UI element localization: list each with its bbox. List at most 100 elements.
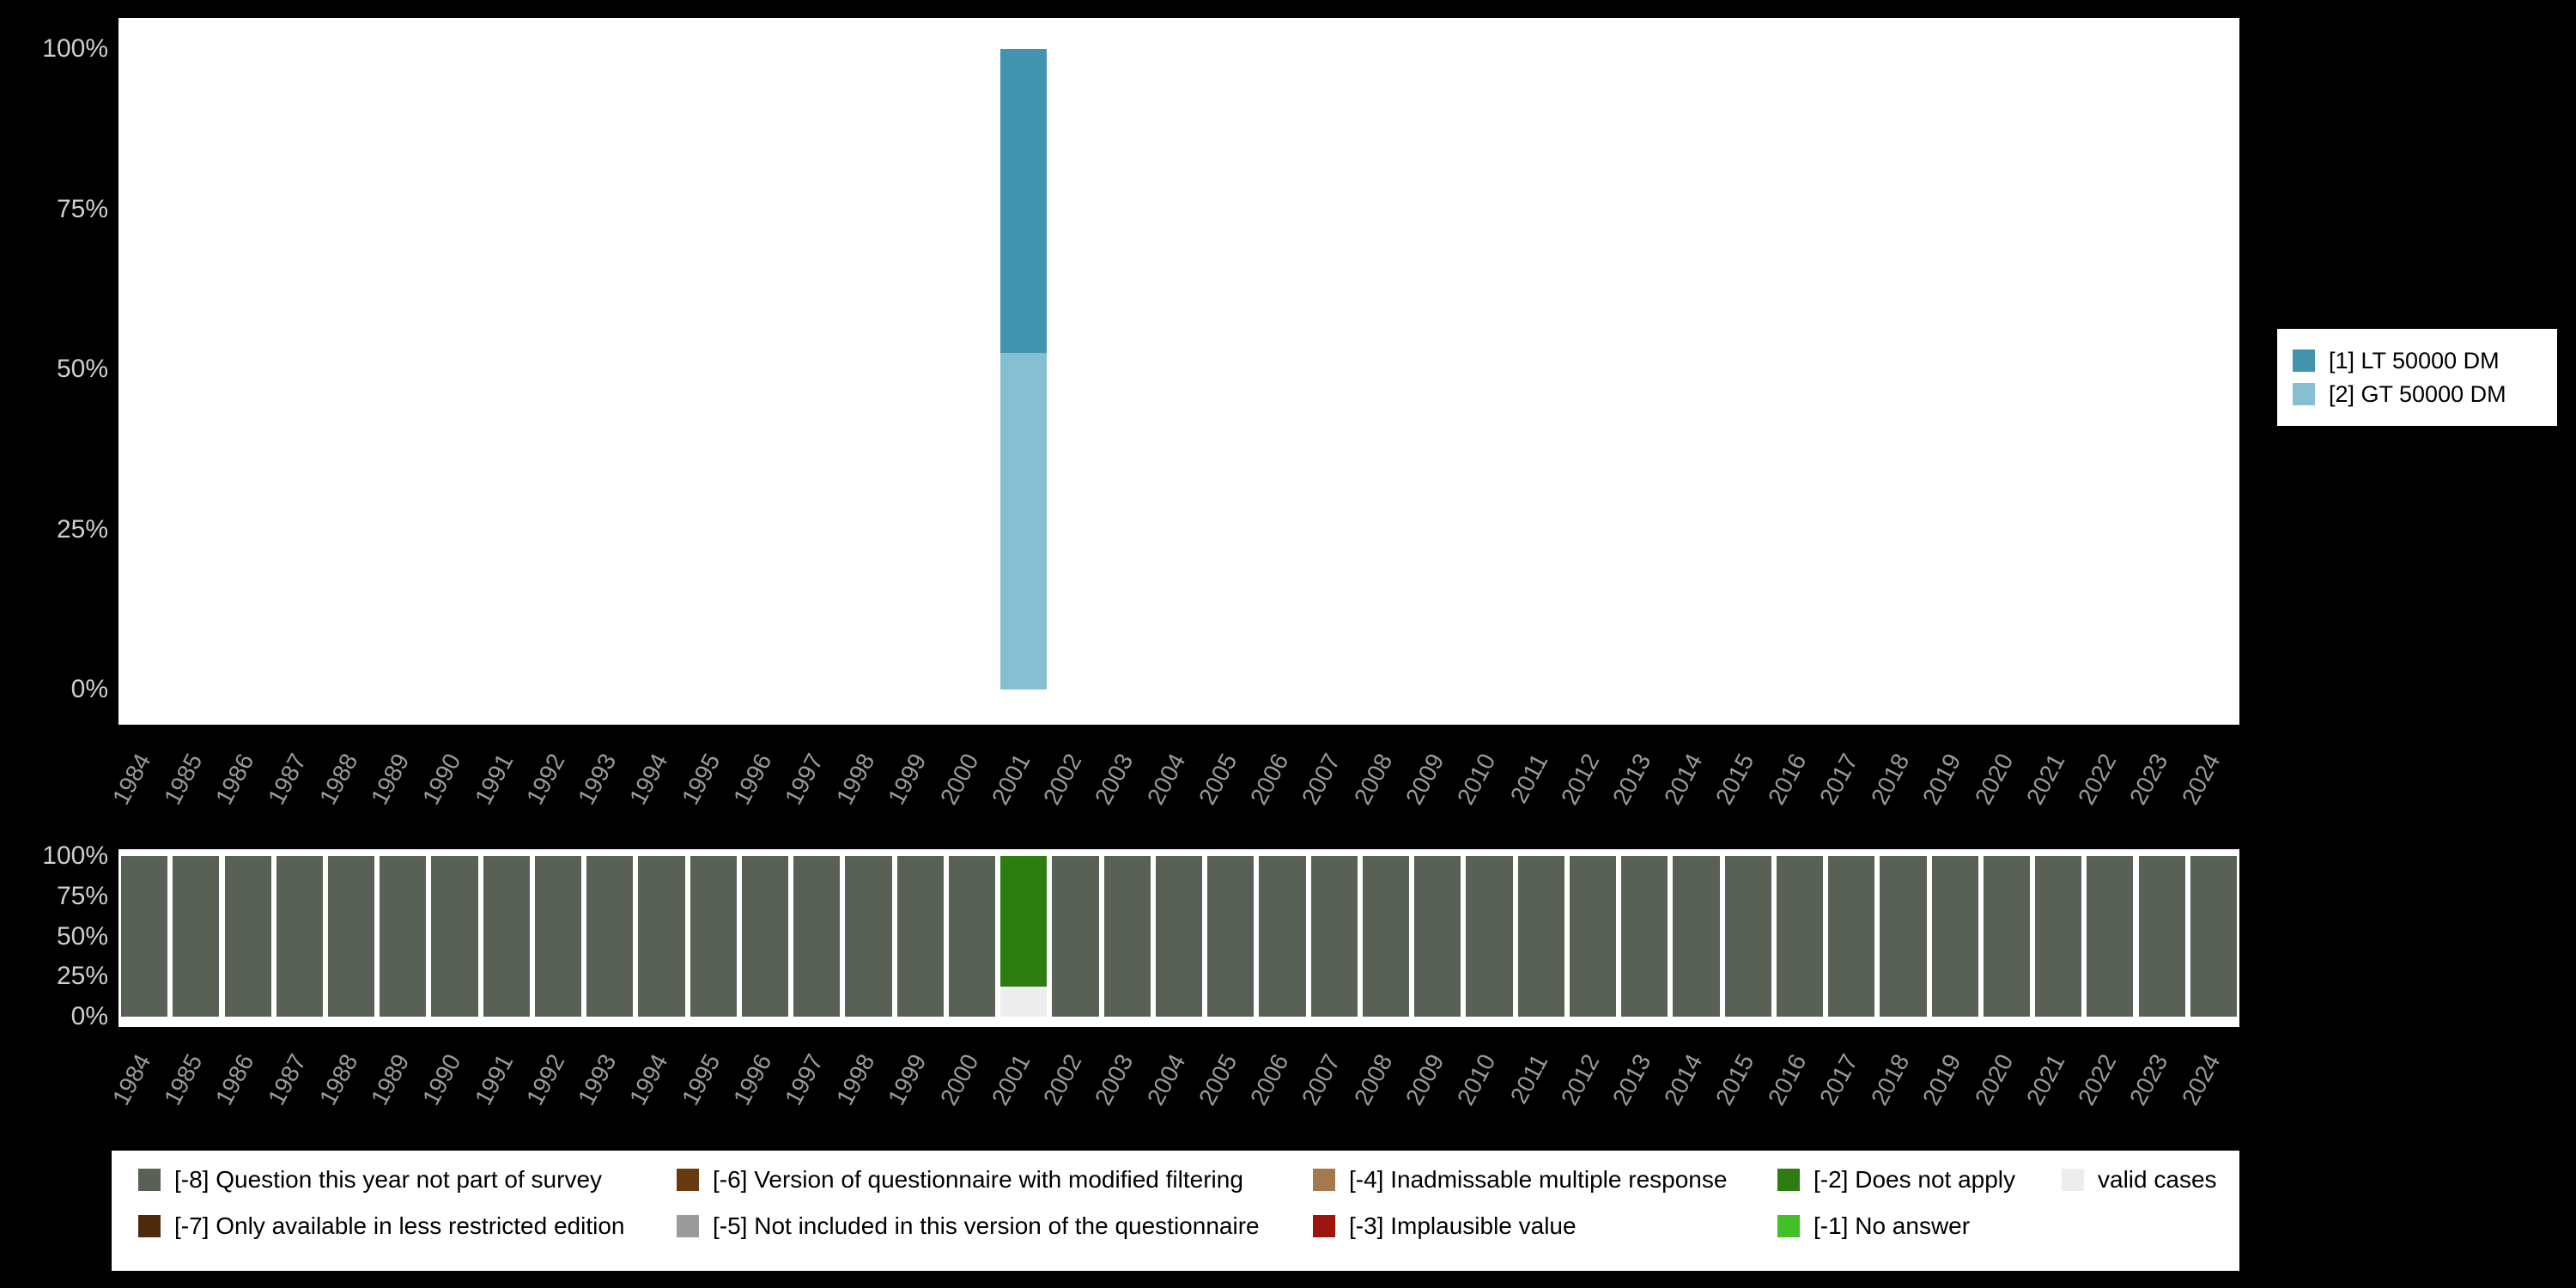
stacked-bar-2022: [2087, 856, 2134, 1017]
stacked-bar-2021: [2035, 856, 2082, 1017]
bar-segment: [741, 856, 789, 1017]
x-axis-tick-label: 2015: [1710, 1049, 1759, 1110]
legend-swatch-icon: [1313, 1169, 1335, 1191]
bar-segment: [896, 856, 944, 1017]
x-axis-tick-label: 1996: [727, 1049, 777, 1110]
stacked-bar-1985: [173, 856, 220, 1017]
x-axis-tick-label: 2010: [1452, 1049, 1501, 1110]
legend-item: [-7] Only available in less restricted e…: [138, 1211, 624, 1242]
bar-segment: [1259, 856, 1306, 1017]
legend-item: [-8] Question this year not part of surv…: [138, 1164, 602, 1195]
legend-item: [2] GT 50000 DM: [2293, 381, 2542, 408]
bar-segment: [1000, 49, 1048, 353]
missing-values-chart-panel: [118, 849, 2239, 1027]
stacked-bar-2006: [1259, 856, 1306, 1017]
bar-segment: [2087, 856, 2134, 1017]
x-axis-tick-label: 1992: [520, 749, 570, 810]
legend-swatch-icon: [677, 1215, 699, 1237]
stacked-bar-2009: [1414, 856, 1461, 1017]
y-axis-tick-label: 75%: [56, 881, 108, 910]
missing-values-legend: [-8] Question this year not part of surv…: [112, 1151, 2239, 1271]
x-axis-tick-label: 1988: [313, 1049, 363, 1110]
stacked-bar-1991: [483, 856, 530, 1017]
stacked-bar-1995: [690, 856, 737, 1017]
valid-values-legend: [1] LT 50000 DM [2] GT 50000 DM: [2277, 329, 2557, 426]
x-axis-tick-label: 1998: [831, 1049, 880, 1110]
bar-segment: [948, 856, 996, 1017]
legend-item: [-5] Not included in this version of the…: [677, 1211, 1260, 1242]
x-axis-tick-label: 1991: [469, 749, 519, 810]
bar-segment: [638, 856, 685, 1017]
bar-segment: [690, 856, 737, 1017]
stacked-bar-2017: [1828, 856, 1875, 1017]
stacked-bar-2016: [1776, 856, 1824, 1017]
bar-segment: [1000, 856, 1048, 987]
bar-segment: [327, 856, 375, 1017]
bar-segment: [224, 856, 271, 1017]
bar-segment: [1414, 856, 1461, 1017]
missing-values-plot-area: [118, 849, 2239, 1027]
stacked-bar-1992: [534, 856, 582, 1017]
stacked-bar-1993: [586, 856, 634, 1017]
legend-item: [-1] No answer: [1777, 1211, 1970, 1242]
stacked-bar-1989: [380, 856, 427, 1017]
stacked-bar-2023: [2138, 856, 2185, 1017]
bar-segment: [1103, 856, 1151, 1017]
stacked-bar-2001: [1000, 49, 1048, 690]
x-axis-tick-label: 2014: [1659, 749, 1708, 810]
legend-label: [-6] Version of questionnaire with modif…: [713, 1166, 1243, 1193]
valid-values-chart-panel: [118, 18, 2239, 725]
x-axis-tick-label: 2022: [2073, 1049, 2122, 1110]
stacked-bar-1990: [431, 856, 478, 1017]
x-axis-tick-label: 1995: [676, 1049, 726, 1110]
bar-segment: [1052, 856, 1099, 1017]
x-axis-tick-label: 2002: [1038, 1049, 1087, 1110]
stacked-bar-2004: [1155, 856, 1203, 1017]
bar-segment: [1000, 986, 1048, 1017]
x-axis-tick-label: 2016: [1762, 1049, 1812, 1110]
x-axis-tick-label: 2024: [2176, 1049, 2226, 1110]
x-axis-tick-label: 1985: [159, 749, 208, 810]
bar-segment: [1828, 856, 1875, 1017]
stacked-bar-1997: [793, 856, 841, 1017]
x-axis-tick-label: 2001: [986, 749, 1036, 810]
legend-swatch-icon: [138, 1215, 161, 1237]
x-axis-tick-label: 2016: [1762, 749, 1812, 810]
x-axis-tick-label: 1989: [365, 1049, 415, 1110]
x-axis-tick-label: 1991: [469, 1049, 519, 1110]
legend-item: [-2] Does not apply: [1777, 1164, 2015, 1195]
x-axis-tick-label: 2011: [1504, 749, 1552, 808]
bar-segment: [845, 856, 892, 1017]
x-axis-tick-label: 2014: [1659, 1049, 1708, 1110]
stacked-bar-1986: [224, 856, 271, 1017]
x-axis-tick-label: 1993: [572, 1049, 622, 1110]
x-axis-tick-label: 2023: [2124, 1049, 2173, 1110]
x-axis-tick-label: 1994: [624, 1049, 673, 1110]
y-axis-tick-label: 0%: [70, 1002, 108, 1030]
x-axis-tick-label: 2009: [1400, 1049, 1449, 1110]
bar-segment: [1724, 856, 1771, 1017]
x-axis-tick-label: 1990: [417, 749, 466, 810]
x-axis-tick-label: 1987: [262, 1049, 312, 1110]
legend-label: [-3] Implausible value: [1349, 1212, 1577, 1239]
x-axis-tick-label: 1986: [210, 749, 259, 810]
legend-label: [-1] No answer: [1814, 1212, 1971, 1239]
legend-swatch-icon: [2293, 383, 2315, 405]
bar-segment: [1000, 352, 1048, 690]
x-axis-tick-label: 2020: [1969, 1049, 2019, 1110]
x-axis-tick-label: 1994: [624, 749, 673, 810]
x-axis-tick-label: 2002: [1038, 749, 1087, 810]
x-axis-tick-label: 2001: [986, 1049, 1036, 1110]
bar-segment: [534, 856, 582, 1017]
x-axis-tick-label: 2015: [1710, 749, 1759, 810]
legend-swatch-icon: [138, 1169, 161, 1191]
legend-label: [1] LT 50000 DM: [2329, 347, 2500, 374]
stacked-bar-2019: [1931, 856, 1978, 1017]
stacked-bar-2005: [1207, 856, 1255, 1017]
bar-segment: [431, 856, 478, 1017]
bar-segment: [1983, 856, 2030, 1017]
stacked-bar-2013: [1621, 856, 1668, 1017]
stacked-bar-1996: [741, 856, 789, 1017]
legend-label: [-5] Not included in this version of the…: [713, 1212, 1260, 1239]
